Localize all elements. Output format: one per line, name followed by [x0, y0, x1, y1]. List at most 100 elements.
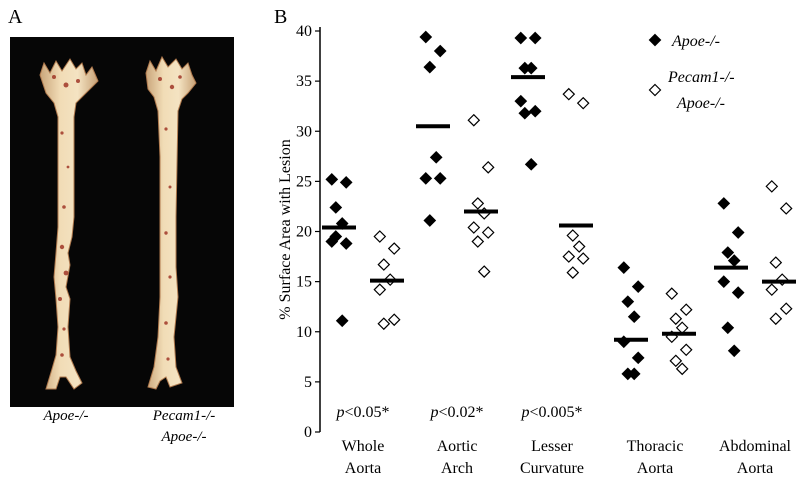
y-tick-label-5: 5 [304, 374, 312, 391]
point-series1-cat4-1 [779, 202, 793, 215]
legend-marker-pecam1-apoe [648, 83, 662, 97]
point-series0-cat3-0 [617, 261, 631, 274]
y-tick-label-15: 15 [296, 274, 312, 291]
point-series1-cat4-4 [765, 283, 779, 296]
point-series1-cat1-2 [471, 197, 485, 210]
point-series1-cat3-5 [679, 343, 693, 357]
point-series0-cat4-1 [731, 226, 745, 239]
chart-marks [322, 30, 796, 381]
p-value-annotation-1: p<0.02* [429, 404, 483, 421]
point-series0-cat1-2 [423, 60, 437, 74]
point-series0-cat2-3 [524, 61, 538, 75]
category-label-3-line1: Aorta [637, 460, 673, 477]
point-series0-cat0-2 [329, 201, 343, 214]
point-series1-cat2-0 [562, 87, 576, 101]
point-series0-cat2-5 [528, 104, 542, 118]
point-series0-cat3-2 [621, 295, 635, 309]
point-series1-cat4-2 [769, 256, 783, 269]
point-series1-cat0-5 [387, 313, 401, 327]
point-series1-cat1-1 [481, 160, 495, 174]
point-series0-cat0-0 [325, 173, 339, 186]
point-series0-cat0-5 [339, 237, 353, 250]
legend-label-pecam1-line1: Pecam1-/- [667, 69, 735, 86]
y-tick-label-25: 25 [296, 173, 312, 190]
category-label-0-line1: Aorta [345, 460, 381, 477]
photo-caption-apoe: Apoe-/- [20, 406, 112, 427]
point-series1-cat4-5 [779, 302, 793, 316]
point-series1-cat1-0 [467, 113, 481, 127]
category-label-3-line0: Thoracic [627, 438, 684, 455]
point-series0-cat0-6 [329, 230, 343, 243]
point-series1-cat3-6 [669, 354, 683, 368]
point-series0-cat3-7 [627, 367, 641, 381]
legend-label-apoe: Apoe-/- [671, 33, 720, 50]
category-label-1-line0: Aortic [437, 438, 478, 455]
y-tick-label-20: 20 [296, 224, 312, 241]
point-series1-cat2-6 [566, 266, 580, 279]
legend-marker-apoe [648, 33, 662, 47]
y-tick-label-30: 30 [296, 123, 312, 140]
point-series1-cat2-2 [566, 229, 580, 242]
aorta-specimen-pecam1-apoe [145, 55, 197, 390]
point-series1-cat2-4 [562, 250, 576, 263]
point-series0-cat4-0 [717, 197, 731, 210]
point-series0-cat2-7 [524, 157, 538, 171]
chart-axes [315, 27, 321, 433]
category-label-1-line1: Arch [441, 460, 473, 477]
category-label-4-line0: Abdominal [719, 438, 792, 455]
y-tick-label-10: 10 [296, 324, 312, 341]
point-series1-cat3-3 [675, 321, 689, 335]
point-series0-cat4-7 [727, 344, 741, 358]
category-label-0-line0: Whole [342, 438, 385, 455]
point-series1-cat3-7 [675, 362, 689, 376]
point-series0-cat3-3 [627, 310, 641, 324]
category-label-2-line0: Lesser [531, 438, 573, 455]
p-value-annotation-0: p<0.05* [335, 404, 389, 421]
point-series1-cat0-2 [377, 258, 391, 271]
photo-caption-pecam1-line: Pecam1-/- [152, 408, 216, 424]
point-series1-cat4-0 [765, 180, 779, 193]
panel-b-label: B [274, 6, 288, 28]
point-series0-cat3-1 [631, 280, 645, 293]
point-series0-cat1-1 [433, 44, 447, 58]
point-series1-cat3-1 [679, 303, 693, 317]
y-tick-label-0: 0 [304, 424, 312, 441]
point-series0-cat4-5 [731, 286, 745, 300]
point-series1-cat2-1 [576, 96, 590, 110]
panel-a-label: A [8, 6, 23, 28]
point-series1-cat4-6 [769, 312, 783, 326]
category-label-4-line1: Aorta [737, 460, 773, 477]
point-series0-cat4-2 [721, 246, 735, 259]
point-series1-cat0-6 [377, 317, 391, 331]
point-series1-cat2-5 [576, 252, 590, 265]
point-series0-cat1-6 [423, 214, 437, 227]
chart-text: 0 5 10 15 20 25 30 35 40 % Surface Area with Lesi… [277, 23, 792, 477]
point-series0-cat4-3 [727, 254, 741, 267]
point-series1-cat0-1 [387, 242, 401, 255]
point-series0-cat1-4 [419, 172, 433, 185]
point-series0-cat1-0 [419, 30, 433, 44]
aorta-specimen-apoe [39, 58, 99, 390]
point-series0-cat3-5 [631, 351, 645, 365]
aorta-photograph [10, 37, 234, 407]
y-axis-title: % Surface Area with Lesion [277, 139, 294, 319]
point-series0-cat1-5 [433, 172, 447, 185]
point-series1-cat1-6 [471, 235, 485, 248]
category-label-2-line1: Curvature [520, 460, 584, 477]
point-series0-cat2-1 [528, 31, 542, 45]
point-series0-cat2-6 [518, 106, 532, 120]
photo-caption-pecam1-apoe: Pecam1-/- Apoe-/- [132, 406, 236, 448]
point-series1-cat3-2 [669, 312, 683, 326]
point-series0-cat2-4 [514, 94, 528, 108]
point-series1-cat1-5 [481, 226, 495, 239]
p-value-annotation-2: p<0.005* [520, 404, 582, 421]
point-series0-cat0-1 [339, 176, 353, 189]
photo-caption-apoe-line2: Apoe-/- [161, 429, 207, 445]
point-series1-cat0-4 [373, 283, 387, 296]
point-series0-cat1-3 [429, 150, 443, 164]
y-tick-label-40: 40 [296, 23, 312, 40]
point-series1-cat0-0 [373, 230, 387, 243]
legend-label-pecam1-line2: Apoe-/- [676, 95, 725, 112]
y-tick-label-35: 35 [296, 73, 312, 90]
